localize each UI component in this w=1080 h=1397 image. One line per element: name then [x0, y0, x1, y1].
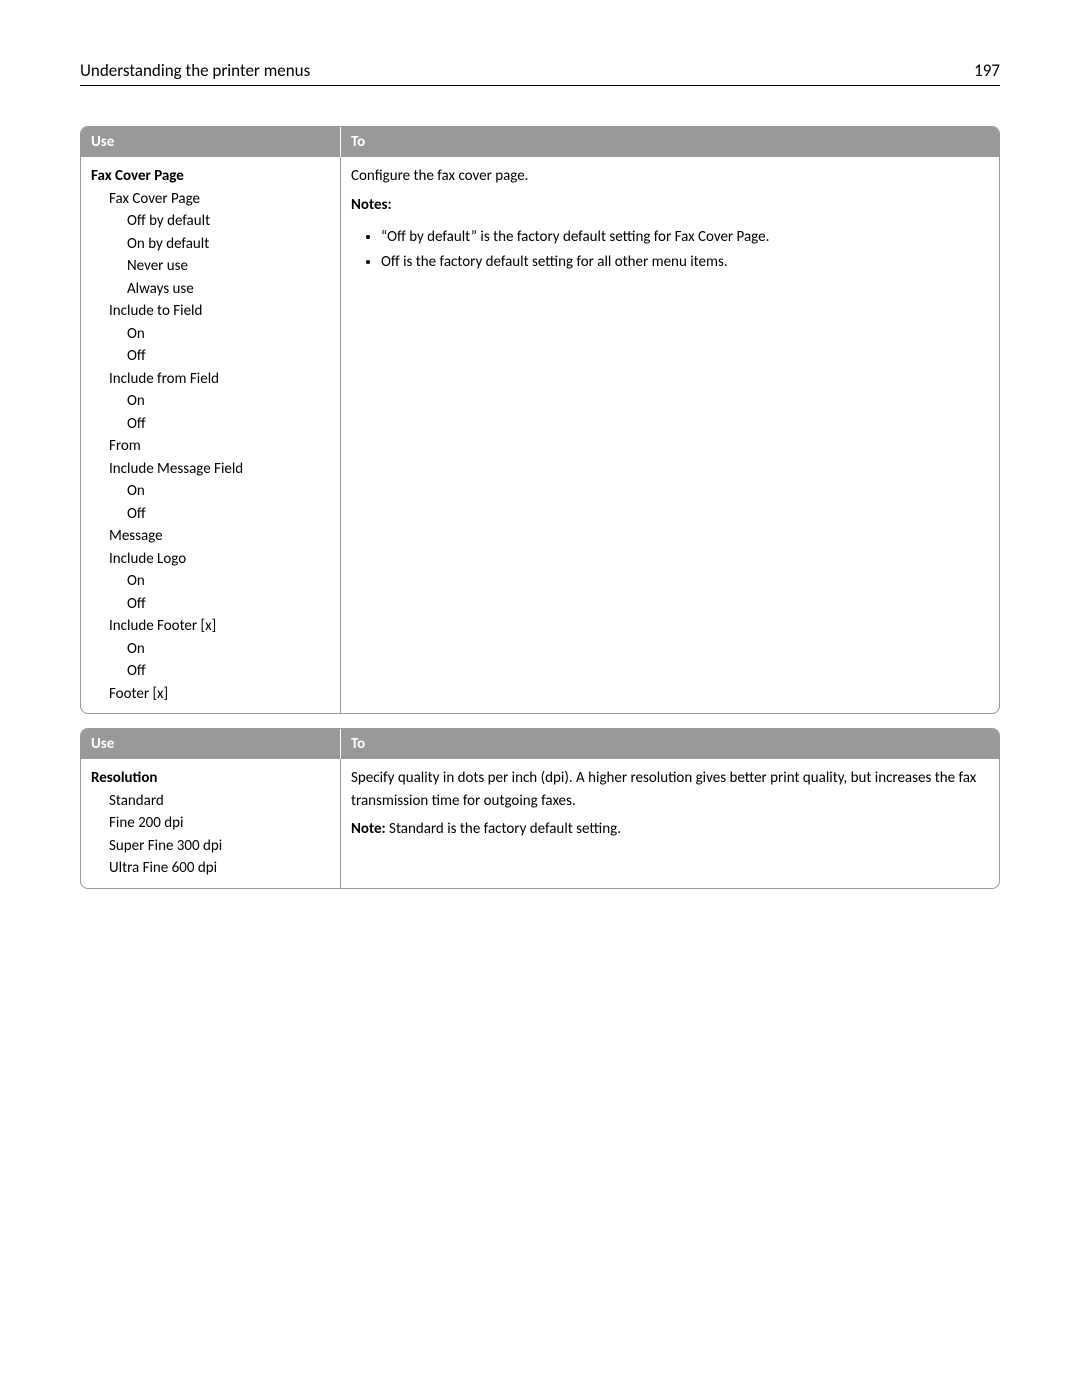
menu-table-fax-cover: Use To Fax Cover Page Fax Cover Page Off… — [80, 126, 1000, 714]
use-item: Never use — [91, 255, 330, 278]
table-header-row: Use To — [81, 127, 999, 157]
use-item: Standard — [91, 790, 330, 813]
col-use: Use — [81, 127, 341, 157]
use-item: On — [91, 323, 330, 346]
table-row: Fax Cover Page Fax Cover Page Off by def… — [81, 157, 999, 713]
col-to: To — [341, 127, 999, 157]
use-item: Fine 200 dpi — [91, 812, 330, 835]
to-cell: Configure the fax cover page. Notes: “Of… — [341, 157, 999, 713]
use-item: Off — [91, 413, 330, 436]
use-item: Include Logo — [91, 548, 330, 571]
note-label: Note: — [351, 820, 386, 838]
notes-label: Notes: — [351, 194, 989, 217]
use-item: Always use — [91, 278, 330, 301]
use-item: Off by default — [91, 210, 330, 233]
use-item: Off — [91, 345, 330, 368]
page-header: Understanding the printer menus 197 — [80, 60, 1000, 86]
use-item: On — [91, 390, 330, 413]
use-item: Footer [x] — [91, 683, 330, 706]
use-item: From — [91, 435, 330, 458]
use-item: Include from Field — [91, 368, 330, 391]
header-title: Understanding the printer menus — [80, 60, 310, 81]
use-cell: Resolution Standard Fine 200 dpi Super F… — [81, 759, 341, 888]
use-item: On by default — [91, 233, 330, 256]
note-text: Standard is the factory default setting. — [386, 820, 621, 838]
use-title: Resolution — [91, 767, 330, 790]
use-item: Fax Cover Page — [91, 188, 330, 211]
note-item: “Off by default” is the factory default … — [381, 226, 989, 249]
use-item: Off — [91, 593, 330, 616]
page-number: 197 — [974, 60, 1000, 81]
use-item: Off — [91, 660, 330, 683]
note-line: Note: Standard is the factory default se… — [351, 818, 989, 841]
use-item: Message — [91, 525, 330, 548]
use-title: Fax Cover Page — [91, 165, 330, 188]
to-intro: Specify quality in dots per inch (dpi). … — [351, 767, 989, 812]
notes-list: “Off by default” is the factory default … — [351, 226, 989, 273]
use-item: Ultra Fine 600 dpi — [91, 857, 330, 880]
table-header-row: Use To — [81, 729, 999, 759]
use-item: Include Footer [x] — [91, 615, 330, 638]
note-item: Off is the factory default setting for a… — [381, 251, 989, 274]
use-item: On — [91, 570, 330, 593]
use-item: Off — [91, 503, 330, 526]
use-item: Include to Field — [91, 300, 330, 323]
to-cell: Specify quality in dots per inch (dpi). … — [341, 759, 999, 888]
menu-table-resolution: Use To Resolution Standard Fine 200 dpi … — [80, 728, 1000, 889]
use-cell: Fax Cover Page Fax Cover Page Off by def… — [81, 157, 341, 713]
to-intro: Configure the fax cover page. — [351, 165, 989, 188]
table-row: Resolution Standard Fine 200 dpi Super F… — [81, 759, 999, 888]
use-item: On — [91, 638, 330, 661]
use-item: Super Fine 300 dpi — [91, 835, 330, 858]
col-use: Use — [81, 729, 341, 759]
col-to: To — [341, 729, 999, 759]
use-item: On — [91, 480, 330, 503]
use-item: Include Message Field — [91, 458, 330, 481]
